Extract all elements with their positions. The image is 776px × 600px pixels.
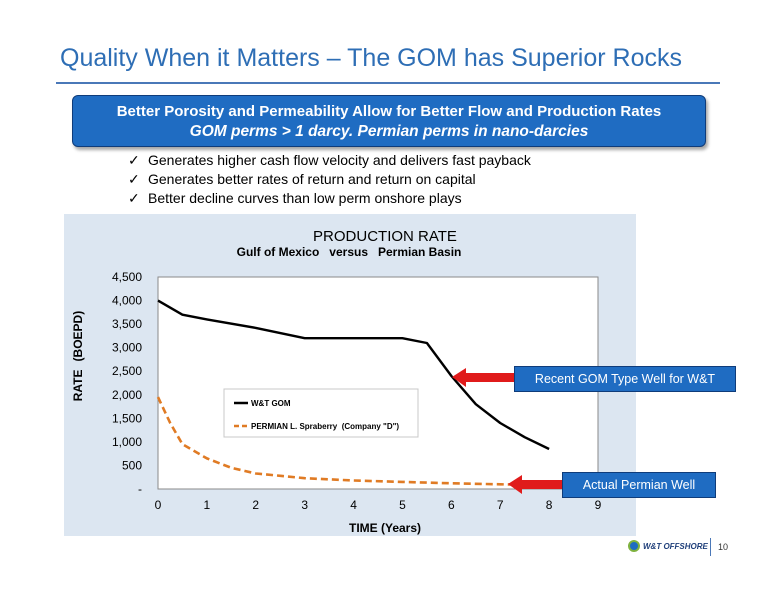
slide-title: Quality When it Matters – The GOM has Su… (60, 44, 682, 72)
gom-callout-arrow (452, 368, 514, 387)
permian-well-callout: Actual Permian Well (562, 472, 716, 498)
chart-subtitle: Gulf of Mexico versus Permian Basin (237, 245, 462, 259)
page-number: 10 (718, 542, 729, 552)
y-tick-label: 3,000 (112, 341, 142, 355)
y-axis-ticks: - 500 1,000 1,500 2,000 2,500 3,000 3,500 4,000 4… (112, 270, 142, 496)
bullet-text: Generates better rates of return and ret… (148, 171, 476, 187)
footer-divider (710, 538, 711, 556)
logo-text: W&T OFFSHORE (643, 541, 708, 551)
checkmark-icon: ✓ (128, 171, 140, 187)
gom-series-line (157, 299, 550, 451)
permian-callout-arrow (508, 475, 563, 494)
bullet-list: ✓ Generates higher cash flow velocity and… (128, 152, 531, 209)
chart-title: PRODUCTION RATE (313, 228, 457, 245)
banner-line-1: Better Porosity and Permeability Allow f… (116, 103, 662, 120)
x-tick-label: 7 (497, 498, 504, 512)
legend-gom-label: W&T GOM (251, 399, 291, 408)
checkmark-icon: ✓ (128, 190, 140, 206)
bullet-text: Generates higher cash flow velocity and … (148, 152, 531, 168)
x-axis-label-main: TIME (349, 521, 378, 535)
bullet-item: ✓ Generates higher cash flow velocity and… (128, 152, 531, 171)
legend-permian-label: PERMIAN L. Spraberry (Company "D") (251, 422, 399, 431)
x-axis-ticks: 0 1 2 3 4 5 6 7 8 9 (155, 498, 602, 512)
x-axis-label-unit: (Years) (378, 521, 421, 535)
title-divider (56, 82, 720, 84)
y-axis-label-main: RATE (71, 369, 85, 401)
y-tick-label: - (138, 482, 142, 496)
callout-arrows (452, 368, 563, 494)
x-tick-label: 4 (350, 498, 357, 512)
y-axis-label-unit: (BOEPD) (71, 311, 85, 362)
y-tick-label: 500 (122, 458, 142, 472)
banner-line-2: GOM perms > 1 darcy. Permian perms in na… (189, 123, 589, 140)
y-axis-label: RATE (BOEPD) (71, 311, 85, 401)
legend-box (223, 388, 419, 438)
y-tick-label: 3,500 (112, 317, 142, 331)
x-axis-label: TIME (Years) (349, 521, 421, 535)
y-tick-label: 1,500 (112, 411, 142, 425)
x-tick-label: 1 (204, 498, 211, 512)
y-tick-label: 2,500 (112, 364, 142, 378)
key-message-banner: Better Porosity and Permeability Allow f… (72, 95, 706, 147)
y-tick-label: 1,000 (112, 435, 142, 449)
y-tick-label: 4,500 (112, 270, 142, 284)
x-tick-label: 5 (399, 498, 406, 512)
y-tick-label: 4,000 (112, 294, 142, 308)
x-tick-label: 2 (252, 498, 259, 512)
chart-legend: W&T GOM PERMIAN L. Spraberry (Company "D… (223, 388, 419, 438)
x-tick-label: 0 (155, 498, 162, 512)
bullet-item: ✓ Generates better rates of return and re… (128, 171, 531, 190)
chart-series (156, 299, 550, 487)
x-tick-label: 6 (448, 498, 455, 512)
bullet-item: ✓ Better decline curves than low perm ons… (128, 190, 531, 209)
checkmark-icon: ✓ (128, 152, 140, 168)
company-logo: W&T OFFSHORE (628, 540, 708, 552)
y-tick-label: 2,000 (112, 388, 142, 402)
x-tick-label: 8 (546, 498, 553, 512)
gom-type-well-callout: Recent GOM Type Well for W&T (514, 366, 736, 392)
bullet-text: Better decline curves than low perm onsh… (148, 190, 462, 206)
permian-series-line (156, 396, 525, 487)
logo-icon (628, 540, 640, 552)
x-tick-label: 9 (595, 498, 602, 512)
x-tick-label: 3 (301, 498, 308, 512)
